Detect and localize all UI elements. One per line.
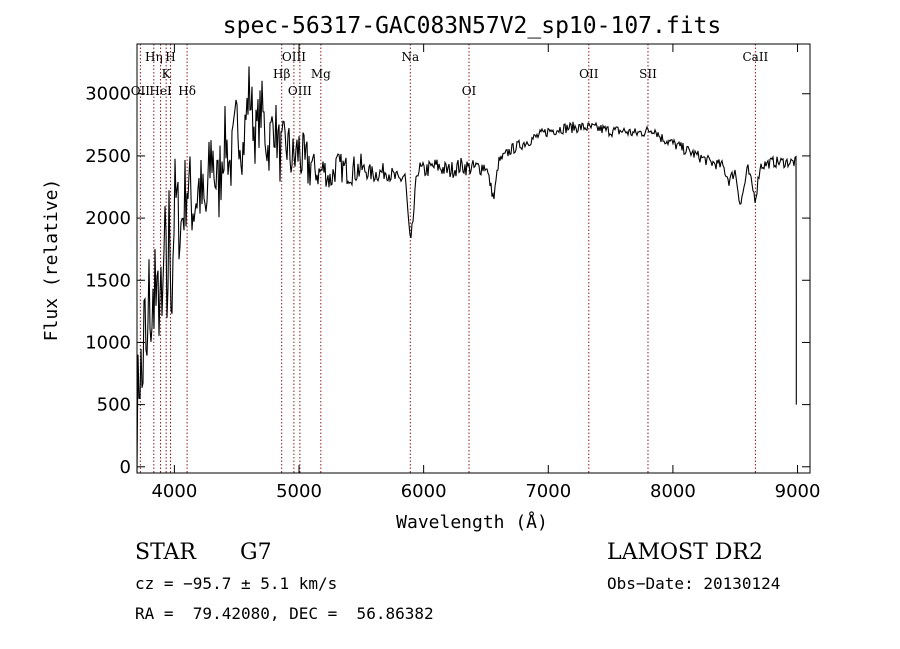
y-tick-label: 500 <box>97 395 131 416</box>
spectral-line-label: Hβ <box>273 67 290 81</box>
object-class: STAR <box>135 540 196 565</box>
spectral-line-label: HeI <box>149 84 172 98</box>
chart-title: spec-56317-GAC083N57V2_sp10-107.fits <box>223 13 722 39</box>
spectral-line-label: Hη <box>145 50 163 64</box>
y-tick-label: 2000 <box>85 208 131 229</box>
spectral-line-label: SII <box>639 67 657 81</box>
x-tick-label: 7000 <box>525 481 571 502</box>
x-tick-label: 9000 <box>775 481 821 502</box>
spectral-line-label: K <box>162 67 172 81</box>
spectral-line-label: OI <box>462 84 477 98</box>
spectral-line-label: OIII <box>288 84 312 98</box>
spectral-line-label: Na <box>401 50 419 64</box>
spectral-line-markers: OII Hη HeI KH Hδ Hβ OIII OIII Mg Na OI OII SII CaII <box>131 44 769 473</box>
x-tick-label: 8000 <box>650 481 696 502</box>
y-tick-label: 0 <box>120 457 131 478</box>
y-tick-label: 1500 <box>85 270 131 291</box>
axis-ticks: 4000 5000 6000 7000 8000 9000 0 500 1000 1500 2000… <box>85 44 820 502</box>
observation-date: Obs−Date: 20130124 <box>607 574 781 593</box>
spectral-line-label: Mg <box>311 67 331 81</box>
sky-coordinates: RA = 79.42080, DEC = 56.86382 <box>135 604 434 623</box>
x-tick-label: 5000 <box>276 481 322 502</box>
spectral-line-label: CaII <box>742 50 768 64</box>
spectral-line-label: H <box>165 50 175 64</box>
flux-series-line <box>136 66 797 473</box>
spectral-line-label: OII <box>131 84 151 98</box>
plot-frame <box>136 43 811 474</box>
object-subclass: G7 <box>240 540 272 565</box>
redshift-cz: cz = −95.7 ± 5.1 km/s <box>135 574 338 593</box>
spectral-line-label: OII <box>579 67 599 81</box>
y-tick-label: 2500 <box>85 146 131 167</box>
y-axis-label: Flux (relative) <box>41 179 62 342</box>
x-tick-label: 6000 <box>401 481 447 502</box>
spectral-line-label: Hδ <box>178 84 196 98</box>
spectral-line-label: OIII <box>282 50 306 64</box>
x-axis-label: Wavelength (Å) <box>396 511 548 533</box>
survey-name: LAMOST DR2 <box>607 540 763 565</box>
x-tick-label: 4000 <box>151 481 197 502</box>
y-tick-label: 1000 <box>85 332 131 353</box>
y-tick-label: 3000 <box>85 84 131 105</box>
